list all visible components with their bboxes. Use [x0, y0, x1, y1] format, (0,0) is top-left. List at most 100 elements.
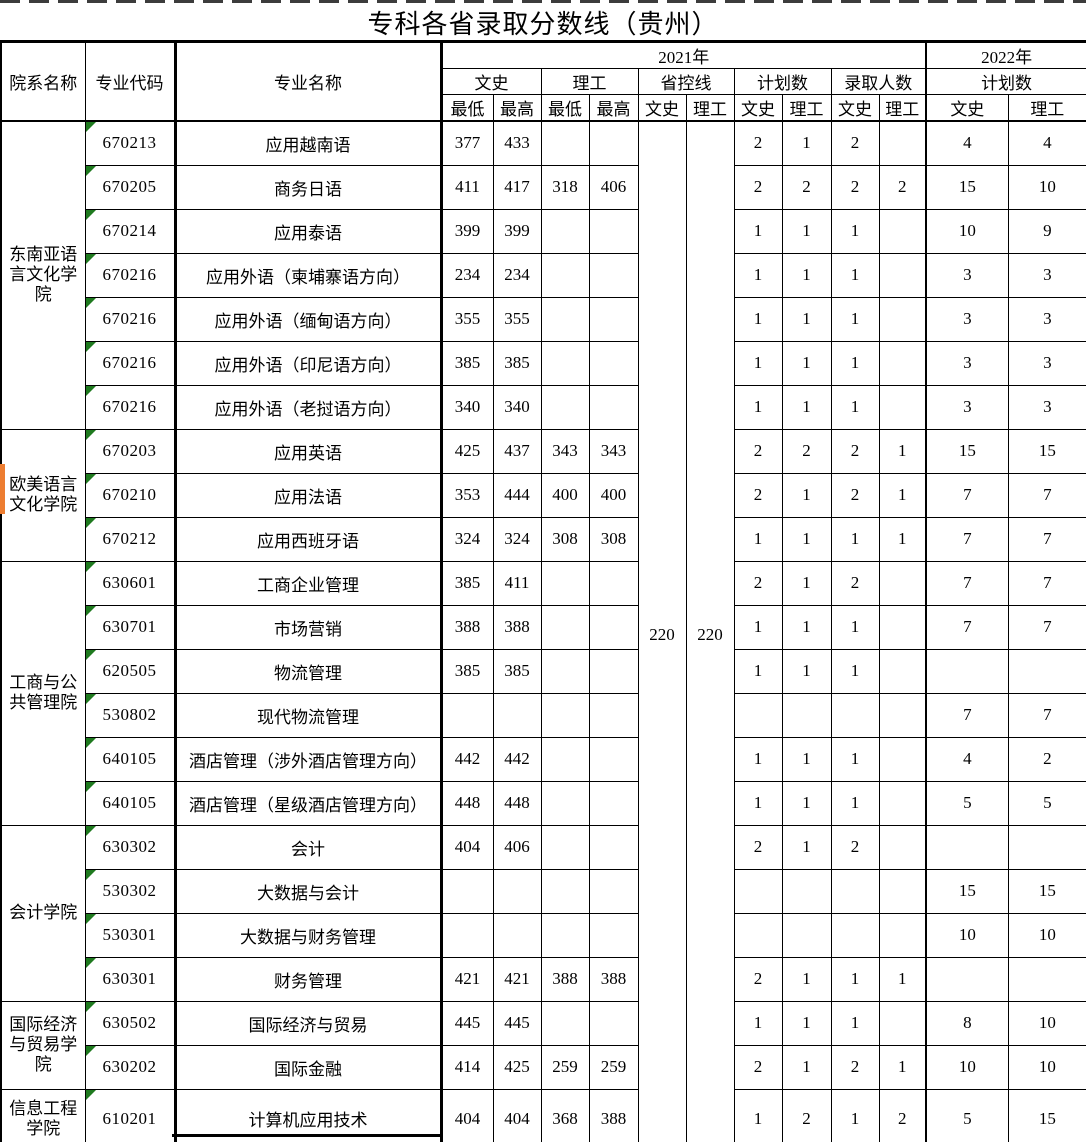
table-row: 640105 酒店管理（涉外酒店管理方向） 442 442 1 1 1 4 2 — [1, 736, 1086, 782]
plan-ligong-cell: 1 — [781, 648, 832, 694]
code-text: 640105 — [102, 793, 157, 812]
code-cell: 630502 — [84, 1000, 176, 1046]
score-ligong-min-cell — [540, 1000, 590, 1046]
plan2022-ligong-cell: 10 — [1007, 912, 1086, 958]
code-text: 670203 — [102, 441, 157, 460]
green-triangle-icon — [86, 1090, 96, 1100]
header-row-years: 院系名称 专业代码 专业名称 2021年 2022年 — [0, 41, 1086, 122]
score-ligong-max-cell — [588, 780, 639, 826]
green-triangle-icon — [86, 430, 96, 440]
admitted-ligong-cell — [878, 208, 927, 254]
green-triangle-icon — [86, 386, 96, 396]
score-ligong-min-cell — [540, 120, 590, 166]
plan-wenshi-cell: 1 — [733, 516, 783, 562]
plan2022-wenshi-cell: 15 — [925, 868, 1009, 914]
admitted-ligong-cell: 1 — [878, 428, 927, 474]
table-row: 670205 商务日语 411 417 318 406 2 2 2 2 15 10 — [1, 164, 1086, 210]
code-text: 630301 — [102, 969, 157, 988]
plan2022-ligong-cell: 2 — [1007, 736, 1086, 782]
plan-wenshi-cell: 1 — [733, 252, 783, 298]
table-title: 专科各省录取分数线（贵州） — [367, 10, 719, 39]
admitted-wenshi-cell: 1 — [830, 340, 880, 386]
admitted-wenshi-cell: 2 — [830, 824, 880, 870]
score-wenshi-max-cell: 340 — [492, 384, 542, 430]
score-wenshi-min-cell: 404 — [440, 824, 494, 870]
score-ligong-max-cell: 343 — [588, 428, 639, 474]
plan-ligong-cell: 1 — [781, 296, 832, 342]
sub-col-header: 文史 — [925, 94, 1009, 122]
admitted-ligong-cell: 1 — [878, 472, 927, 518]
code-cell: 670216 — [84, 340, 176, 386]
table-row: 530802 现代物流管理 7 7 — [1, 692, 1086, 738]
plan2022-wenshi-cell: 10 — [925, 1044, 1009, 1090]
score-ligong-max-cell — [588, 296, 639, 342]
score-wenshi-max-cell: 234 — [492, 252, 542, 298]
sub-col-header: 最低 — [540, 94, 590, 122]
score-wenshi-max-cell: 324 — [492, 516, 542, 562]
code-cell: 630302 — [84, 824, 176, 870]
major-cell: 工商企业管理 — [173, 560, 443, 606]
score-ligong-max-cell — [588, 604, 639, 650]
score-wenshi-max-cell: 399 — [492, 208, 542, 254]
header-row-subcolumns: 最低 最高 最低 最高 文史 理工 文史 理工 文史 理工 文史 理工 — [1, 94, 1086, 122]
major-cell: 应用外语（缅甸语方向） — [173, 296, 443, 342]
score-wenshi-min-cell: 234 — [440, 252, 494, 298]
score-wenshi-max-cell: 437 — [492, 428, 542, 474]
plan-ligong-cell: 1 — [781, 340, 832, 386]
green-triangle-icon — [86, 914, 96, 924]
score-ligong-max-cell — [588, 736, 639, 782]
dept-cell: 东南亚语言文化学院 — [0, 120, 86, 430]
dept-cell: 工商与公共管理院 — [0, 560, 86, 826]
plan-ligong-cell: 1 — [781, 956, 832, 1002]
plan2022-wenshi-cell: 7 — [925, 692, 1009, 738]
control-line-wenshi-cell: 220 — [637, 120, 687, 1142]
admitted-ligong-cell: 1 — [878, 516, 927, 562]
plan-ligong-cell: 1 — [781, 824, 832, 870]
score-ligong-min-cell — [540, 604, 590, 650]
col-group-admitted: 录取人数 — [830, 68, 927, 95]
plan2022-wenshi-cell: 10 — [925, 208, 1009, 254]
admitted-wenshi-cell: 1 — [830, 516, 880, 562]
code-text: 620505 — [102, 661, 157, 680]
admitted-wenshi-cell: 1 — [830, 648, 880, 694]
admitted-ligong-cell — [878, 384, 927, 430]
code-text: 630302 — [102, 837, 157, 856]
plan-wenshi-cell: 1 — [733, 340, 783, 386]
score-ligong-max-cell — [588, 560, 639, 606]
admitted-wenshi-cell: 1 — [830, 252, 880, 298]
score-ligong-max-cell — [588, 384, 639, 430]
green-triangle-icon — [86, 562, 96, 572]
admitted-wenshi-cell: 2 — [830, 164, 880, 210]
admitted-ligong-cell — [878, 868, 927, 914]
code-text: 610201 — [102, 1108, 157, 1128]
plan2022-wenshi-cell: 3 — [925, 340, 1009, 386]
plan-ligong-cell — [781, 912, 832, 958]
code-text: 630502 — [102, 1013, 157, 1032]
sub-col-header: 最低 — [440, 94, 494, 122]
sub-col-header: 文史 — [733, 94, 783, 122]
sub-col-header: 文史 — [637, 94, 687, 122]
score-wenshi-max-cell: 444 — [492, 472, 542, 518]
plan-ligong-cell: 1 — [781, 604, 832, 650]
plan2022-ligong-cell: 7 — [1007, 560, 1086, 606]
sub-col-header: 理工 — [878, 94, 927, 122]
plan-wenshi-cell: 2 — [733, 956, 783, 1002]
admitted-ligong-cell — [878, 824, 927, 870]
col-header-dept: 院系名称 — [0, 41, 86, 122]
plan2022-wenshi-cell: 3 — [925, 252, 1009, 298]
sub-col-header: 理工 — [781, 94, 832, 122]
major-cell: 应用法语 — [173, 472, 443, 518]
code-cell: 640105 — [84, 780, 176, 826]
score-wenshi-min-cell: 414 — [440, 1044, 494, 1090]
plan2022-wenshi-cell: 7 — [925, 604, 1009, 650]
code-text: 530302 — [102, 881, 157, 900]
plan-wenshi-cell — [733, 692, 783, 738]
plan2022-wenshi-cell: 15 — [925, 428, 1009, 474]
score-wenshi-max-cell — [492, 912, 542, 958]
green-triangle-icon — [86, 122, 96, 132]
score-ligong-max-cell — [588, 912, 639, 958]
plan2022-ligong-cell: 7 — [1007, 516, 1086, 562]
score-wenshi-max-cell: 448 — [492, 780, 542, 826]
major-column-bottom-border — [172, 1134, 442, 1137]
